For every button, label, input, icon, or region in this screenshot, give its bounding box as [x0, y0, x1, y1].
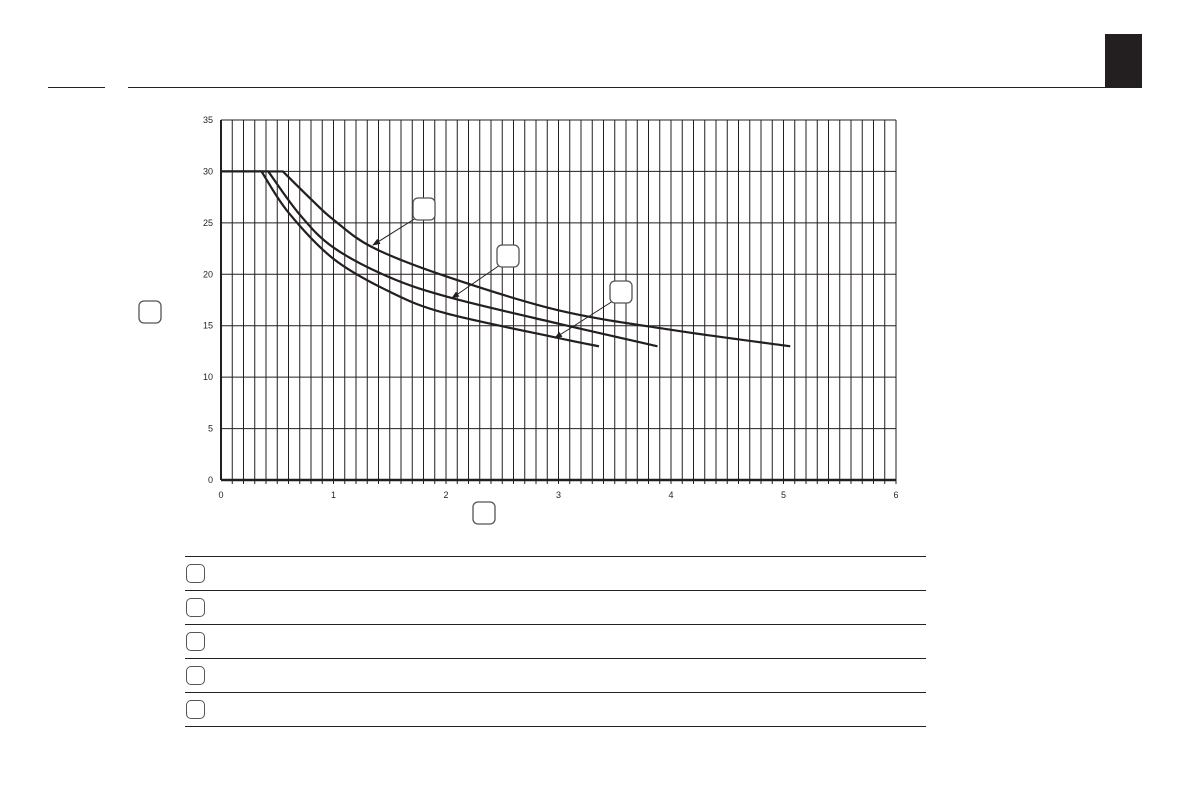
y-tick-label: 25	[203, 218, 213, 228]
legend-row	[185, 624, 926, 658]
x-tick-label: 6	[893, 490, 898, 500]
header-rule-short	[48, 87, 105, 88]
y-axis-callout-box	[138, 300, 162, 324]
x-tick-label: 0	[218, 490, 223, 500]
y-tick-label: 0	[208, 475, 213, 485]
x-tick-label: 4	[668, 490, 673, 500]
legend-callout-box	[186, 632, 205, 651]
y-tick-label: 10	[203, 372, 213, 382]
x-tick-label: 1	[331, 490, 336, 500]
series-callout-box	[412, 197, 436, 221]
legend-row	[185, 556, 926, 590]
y-tick-label: 20	[203, 269, 213, 279]
legend-row	[185, 658, 926, 692]
y-tick-label: 35	[203, 115, 213, 125]
legend-callout-box	[186, 598, 205, 617]
x-tick-label: 3	[556, 490, 561, 500]
legend-row	[185, 692, 926, 727]
legend-callout-box	[186, 564, 205, 583]
legend-table	[185, 556, 926, 727]
series-curve-2	[221, 170, 658, 348]
y-tick-label: 15	[203, 321, 213, 331]
x-tick-label: 5	[781, 490, 786, 500]
x-tick-label: 2	[443, 490, 448, 500]
callout-arrow	[451, 264, 501, 299]
callout-arrow	[372, 217, 417, 246]
callout-arrow	[554, 300, 614, 339]
legend-row	[185, 590, 926, 624]
y-tick-label: 30	[203, 166, 213, 176]
series-callout-box	[496, 244, 520, 268]
series-curve-1	[221, 170, 791, 348]
legend-callout-box	[186, 666, 205, 685]
chapter-tab	[1105, 34, 1142, 87]
series-callout-box	[609, 280, 633, 304]
header-rule	[128, 87, 1142, 88]
legend-callout-box	[186, 700, 205, 719]
y-tick-label: 5	[208, 424, 213, 434]
x-axis-callout-box	[472, 501, 496, 525]
